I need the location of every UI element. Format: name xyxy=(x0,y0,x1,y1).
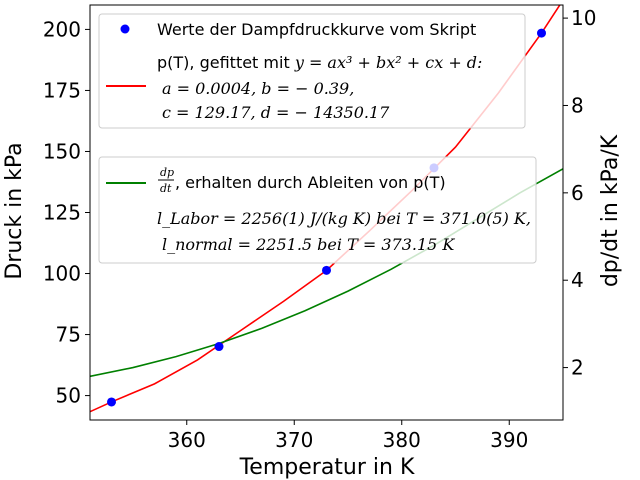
x-tick-label: 370 xyxy=(275,428,313,452)
legend-derivative-frac-den: dt xyxy=(160,182,172,195)
x-axis-label: Temperatur in K xyxy=(239,455,415,480)
y-left-tick-label: 150 xyxy=(43,139,81,163)
data-point xyxy=(214,342,224,352)
legend-fit-line3: c = 129.17, d = − 14350.17 xyxy=(162,103,390,122)
legend-fit-line1-prefix: p(T), gefittet mit xyxy=(157,53,295,72)
data-point xyxy=(107,397,116,407)
y-left-tick-label: 200 xyxy=(43,17,81,41)
legend-scatter-label: Werte der Dampfdruckkurve vom Skript xyxy=(157,20,476,39)
y-right-tick-label: 4 xyxy=(571,268,584,292)
legend-derivative-line3: l_normal = 2251.5 bei T = 373.15 K xyxy=(162,235,455,254)
legend-scatter-marker xyxy=(120,24,130,34)
legend-fit: Werte der Dampfdruckkurve vom Skript p(T… xyxy=(98,13,526,129)
y-left-tick-label: 75 xyxy=(56,323,81,347)
legend-derivative: dp dt , erhalten durch Ableiten von p(T)… xyxy=(98,156,537,264)
legend-fit-box xyxy=(98,13,526,129)
y-right-tick-label: 2 xyxy=(571,356,584,380)
y-left-tick-label: 175 xyxy=(43,78,81,102)
legend-derivative-frac-num: dp xyxy=(160,166,174,179)
data-point xyxy=(537,28,546,38)
axes-layer: 360 370 380 390 50 75 100 125 150 175 200 2 4 6 8 10 xyxy=(43,4,596,452)
legend-derivative-box xyxy=(98,156,537,264)
y-right-tick-label: 8 xyxy=(571,93,584,117)
legend-fit-line1: p(T), gefittet mit y = ax³ + bx² + cx + … xyxy=(157,53,482,72)
data-point xyxy=(322,265,331,275)
legend-fit-line2: a = 0.0004, b = − 0.39, xyxy=(162,79,354,98)
legend-fit-line1-formula: y = ax³ + bx² + cx + d: xyxy=(294,53,483,72)
legend-derivative-label: , erhalten durch Ableiten von p(T) xyxy=(175,173,446,192)
x-tick-label: 390 xyxy=(490,428,528,452)
legend-derivative-line2: l_Labor = 2256(1) J/(kg K) bei T = 371.0… xyxy=(157,209,531,228)
y-left-tick-label: 50 xyxy=(56,384,81,408)
x-tick-label: 380 xyxy=(383,428,421,452)
y-axis-left-label: Druck in kPa xyxy=(2,142,27,279)
x-tick-label: 360 xyxy=(168,428,206,452)
y-right-tick-label: 10 xyxy=(571,6,596,30)
y-axis-right-label: dp/dt in kPa/K xyxy=(598,134,623,287)
y-left-tick-label: 100 xyxy=(43,262,81,286)
y-right-tick-label: 6 xyxy=(571,181,584,205)
y-left-tick-label: 125 xyxy=(43,201,81,225)
